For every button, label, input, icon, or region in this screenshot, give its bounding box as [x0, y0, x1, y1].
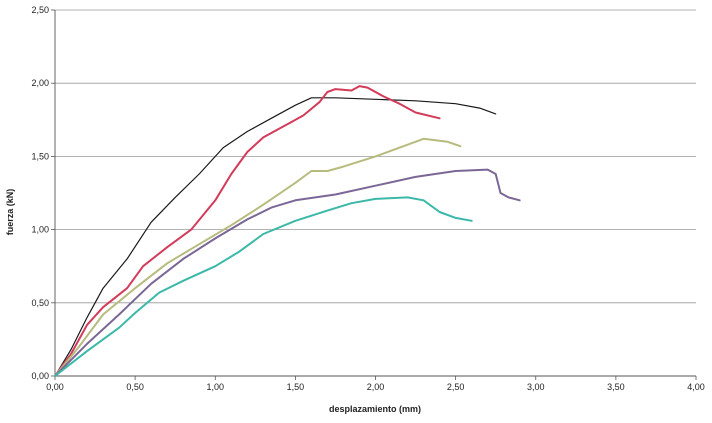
y-tick-label: 1,50 [31, 151, 49, 161]
x-tick-label: 2,50 [447, 382, 465, 392]
y-tick-label: 0,50 [31, 298, 49, 308]
x-tick-label: 2,00 [367, 382, 385, 392]
series-line-3 [54, 137, 462, 377]
x-axis-title: desplazamiento (mm) [329, 404, 421, 414]
y-tick-label: 2,50 [31, 5, 49, 15]
x-tick-label: 1,00 [206, 382, 224, 392]
series-line-1 [54, 97, 497, 377]
series-line-5 [54, 196, 473, 377]
x-tick-label: 4,00 [687, 382, 705, 392]
x-tick-label: 1,50 [287, 382, 305, 392]
x-tick-label: 3,50 [607, 382, 625, 392]
y-axis-title: fuerza (kN) [5, 189, 15, 236]
series-line-2 [54, 85, 441, 377]
series-lines [54, 85, 521, 377]
y-tick-label: 2,00 [31, 78, 49, 88]
series-line-4 [54, 168, 521, 377]
y-tick-label: 0,00 [31, 371, 49, 381]
x-tick-label: 0,00 [46, 382, 64, 392]
axes [51, 9, 697, 380]
y-tick-label: 1,00 [31, 225, 49, 235]
tick-labels: 0,00 0,50 1,00 1,50 2,00 2,50 0,00 0,50 1,00 1,50… [31, 5, 704, 392]
x-tick-label: 0,50 [126, 382, 144, 392]
x-tick-label: 3,00 [527, 382, 545, 392]
